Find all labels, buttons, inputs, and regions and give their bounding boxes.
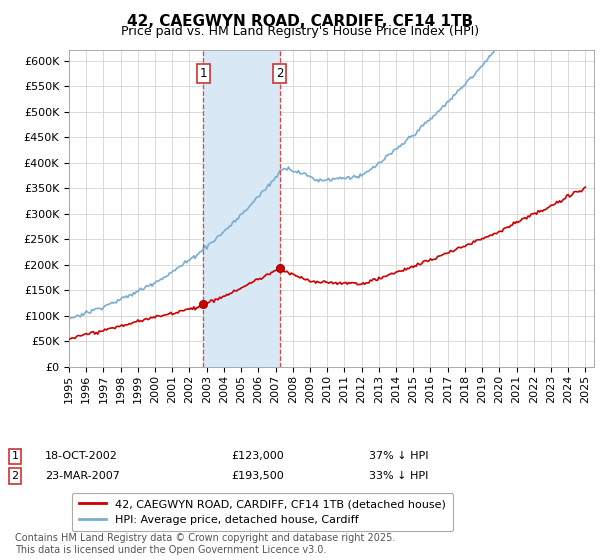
Bar	[203, 50, 280, 367]
Text: 18-OCT-2002: 18-OCT-2002	[45, 451, 118, 461]
Text: 1: 1	[200, 67, 207, 80]
Text: 37% ↓ HPI: 37% ↓ HPI	[369, 451, 428, 461]
Text: Contains HM Land Registry data © Crown copyright and database right 2025.
This d: Contains HM Land Registry data © Crown c…	[15, 533, 395, 555]
Text: 2: 2	[276, 67, 283, 80]
Legend: 42, CAEGWYN ROAD, CARDIFF, CF14 1TB (detached house), HPI: Average price, detach: 42, CAEGWYN ROAD, CARDIFF, CF14 1TB (det…	[72, 493, 453, 531]
Text: 23-MAR-2007: 23-MAR-2007	[45, 471, 120, 481]
Text: £193,500: £193,500	[231, 471, 284, 481]
Text: 42, CAEGWYN ROAD, CARDIFF, CF14 1TB: 42, CAEGWYN ROAD, CARDIFF, CF14 1TB	[127, 14, 473, 29]
Text: Price paid vs. HM Land Registry's House Price Index (HPI): Price paid vs. HM Land Registry's House …	[121, 25, 479, 38]
Text: 33% ↓ HPI: 33% ↓ HPI	[369, 471, 428, 481]
Text: £123,000: £123,000	[231, 451, 284, 461]
Text: 1: 1	[11, 451, 19, 461]
Text: 2: 2	[11, 471, 19, 481]
